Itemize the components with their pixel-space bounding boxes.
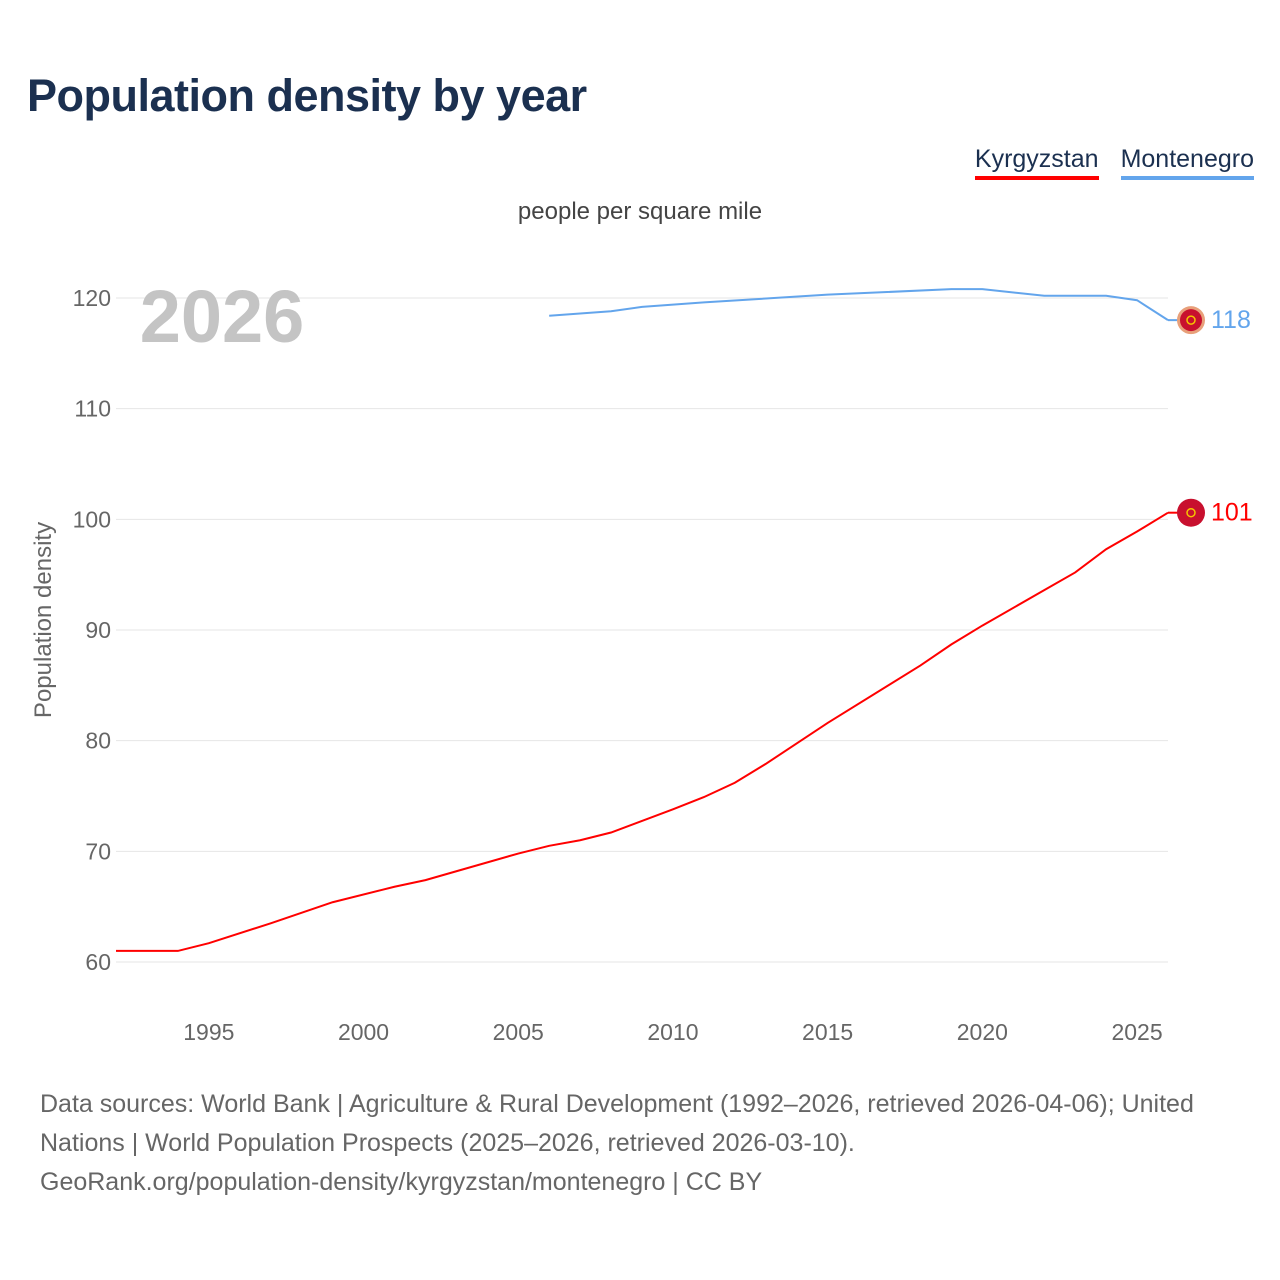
legend-item-montenegro[interactable]: Montenegro (1120, 145, 1254, 180)
footer: Data sources: World Bank | Agriculture &… (40, 1085, 1250, 1202)
page-title: Population density by year (27, 70, 587, 121)
legend-item-kyrgyzstan[interactable]: Kyrgyzstan (974, 145, 1099, 180)
flag-emblem (1186, 507, 1196, 518)
source-link[interactable]: GeoRank.org/population-density/kyrgyzsta… (40, 1168, 763, 1196)
x-tick-label: 2005 (493, 1019, 544, 1045)
flag-emblem (1186, 315, 1196, 325)
series-line-kyrgyzstan (116, 511, 1169, 952)
y-tick-label: 100 (73, 506, 111, 532)
x-tick-label: 2010 (647, 1019, 698, 1045)
y-tick-label: 110 (74, 396, 111, 422)
y-axis-label: Population density (30, 522, 57, 718)
x-tick-label: 2025 (1111, 1019, 1162, 1045)
end-value-label: 101 (1211, 499, 1253, 527)
series-line-montenegro (549, 288, 1169, 321)
chart-subtitle: people per square mile (517, 198, 763, 225)
x-tick-label: 1995 (183, 1019, 234, 1045)
x-tick-label: 2020 (957, 1019, 1008, 1045)
y-tick-label: 60 (85, 949, 111, 975)
x-tick-label: 2000 (338, 1019, 389, 1045)
y-tick-label: 120 (73, 285, 111, 311)
y-tick-label: 90 (85, 617, 111, 643)
y-tick-label: 70 (85, 838, 111, 864)
flag-icon-inner (1180, 309, 1202, 332)
end-value-label: 118 (1211, 306, 1251, 334)
year-watermark: 2026 (140, 275, 305, 358)
legend: Kyrgyzstan Montenegro (974, 145, 1254, 180)
x-tick-label: 2015 (802, 1019, 853, 1045)
data-sources: Data sources: World Bank | Agriculture &… (40, 1090, 1194, 1157)
y-tick-label: 80 (85, 728, 111, 754)
flag-icon-inner (1180, 501, 1202, 524)
